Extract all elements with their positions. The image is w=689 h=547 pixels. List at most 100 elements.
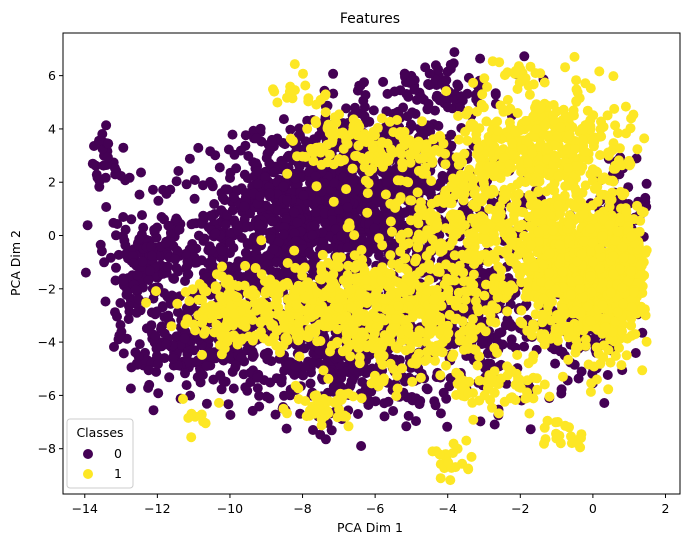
scatter-point — [379, 411, 390, 422]
scatter-point — [576, 366, 587, 377]
scatter-point — [128, 258, 139, 269]
scatter-point — [571, 75, 582, 86]
scatter-point — [557, 266, 568, 277]
scatter-point — [641, 336, 652, 347]
scatter-point — [608, 269, 619, 280]
scatter-point — [328, 381, 339, 392]
scatter-point — [252, 166, 263, 177]
scatter-point — [596, 131, 607, 142]
scatter-point — [310, 171, 321, 181]
scatter-point — [252, 383, 263, 394]
scatter-point — [399, 68, 410, 79]
scatter-point — [356, 441, 367, 451]
scatter-point — [549, 185, 560, 196]
scatter-point — [409, 84, 420, 95]
scatter-point — [614, 212, 625, 223]
scatter-point — [489, 419, 500, 430]
scatter-point — [94, 181, 105, 192]
scatter-point — [307, 358, 318, 369]
scatter-point — [598, 121, 609, 132]
scatter-point — [159, 353, 170, 364]
scatter-point — [442, 102, 453, 113]
scatter-point — [359, 77, 369, 88]
scatter-point — [110, 275, 121, 286]
scatter-point — [197, 370, 208, 380]
scatter-point — [230, 360, 241, 371]
scatter-point — [577, 125, 588, 135]
scatter-point — [329, 177, 340, 188]
scatter-point — [168, 353, 179, 364]
scatter-point — [199, 233, 210, 244]
scatter-point — [305, 378, 316, 389]
scatter-point — [101, 202, 112, 212]
scatter-point — [500, 320, 511, 331]
scatter-point — [310, 207, 321, 218]
scatter-point — [180, 368, 190, 379]
scatter-point — [580, 146, 591, 157]
scatter-point — [153, 359, 163, 369]
scatter-point — [618, 298, 628, 309]
scatter-point — [560, 181, 571, 192]
scatter-point — [100, 296, 111, 307]
scatter-point — [630, 348, 641, 358]
scatter-point — [528, 350, 539, 361]
scatter-point — [641, 178, 652, 189]
scatter-point — [252, 178, 263, 189]
scatter-point — [541, 143, 552, 154]
scatter-point — [326, 425, 337, 436]
scatter-point — [96, 246, 107, 257]
scatter-point — [201, 398, 212, 409]
scatter-point — [527, 148, 538, 159]
scatter-point — [637, 303, 647, 314]
scatter-point — [161, 339, 172, 350]
scatter-point — [545, 333, 556, 344]
scatter-point — [252, 372, 263, 383]
scatter-point — [626, 231, 637, 242]
scatter-point — [519, 51, 530, 62]
scatter-point — [564, 219, 575, 230]
scatter-point — [205, 210, 216, 221]
scatter-point — [446, 141, 456, 152]
scatter-point — [281, 214, 292, 225]
scatter-point — [163, 220, 174, 231]
scatter-point — [478, 335, 488, 346]
scatter-point — [120, 240, 131, 251]
scatter-point — [597, 174, 607, 185]
scatter-point — [471, 129, 482, 140]
scatter-point — [222, 210, 233, 220]
scatter-point — [292, 217, 303, 228]
scatter-point — [550, 358, 561, 369]
scatter-point — [210, 150, 221, 161]
scatter-point — [455, 102, 466, 113]
scatter-point — [359, 102, 370, 112]
scatter-point — [115, 298, 126, 308]
scatter-point — [571, 335, 582, 346]
scatter-point — [398, 102, 409, 113]
scatter-point — [262, 354, 273, 365]
scatter-point — [484, 204, 495, 214]
scatter-point — [148, 293, 159, 304]
scatter-point — [583, 359, 594, 370]
scatter-point — [412, 94, 422, 105]
scatter-point — [222, 184, 233, 195]
series-1-points — [141, 51, 652, 486]
scatter-point — [617, 282, 628, 293]
scatter-point — [430, 400, 441, 411]
scatter-point — [531, 124, 542, 134]
scatter-point — [153, 195, 164, 206]
scatter-point — [290, 173, 301, 184]
scatter-point — [413, 229, 424, 240]
scatter-point — [526, 330, 537, 341]
scatter-point — [308, 425, 318, 435]
scatter-point — [171, 176, 182, 187]
scatter-point — [560, 110, 571, 121]
scatter-point — [594, 243, 605, 254]
scatter-point — [229, 149, 240, 160]
scatter-point — [170, 254, 181, 265]
scatter-point — [478, 102, 489, 113]
scatter-point — [516, 166, 527, 177]
scatter-point — [285, 124, 296, 135]
scatter-point — [336, 230, 347, 241]
scatter-point — [164, 372, 175, 383]
scatter-point — [264, 158, 275, 169]
